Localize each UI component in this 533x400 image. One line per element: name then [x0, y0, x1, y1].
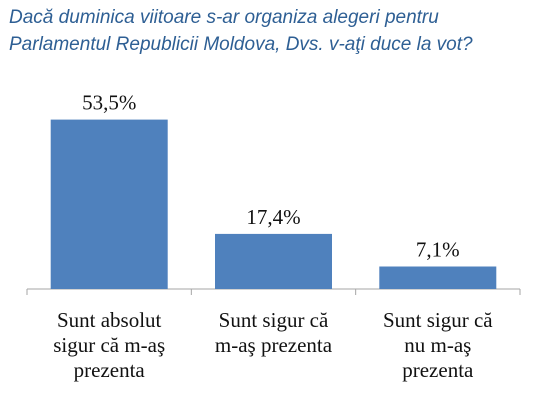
data-label: 7,1% [416, 238, 460, 262]
chart-title-line-1: Dacă duminica viitoare s-ar organiza ale… [9, 7, 439, 28]
x-tick-label-line: sigur că m-aş [53, 333, 165, 357]
x-tick-label-line: Sunt sigur că [219, 308, 329, 332]
data-label: 17,4% [246, 205, 300, 229]
data-label: 53,5% [82, 91, 136, 115]
x-tick-label-line: Sunt absolut [57, 308, 162, 332]
x-tick-label-line: prezenta [74, 358, 146, 382]
x-tick-label: Sunt absolut sigur că m-aş prezenta [53, 308, 165, 382]
chart-title-line-2: Parlamentul Republicii Moldova, Dvs. v-a… [9, 34, 473, 55]
x-tick-label: Sunt sigur că nu m-aş prezenta [383, 308, 493, 382]
x-tick-label: Sunt sigur că m-aş prezenta [215, 308, 333, 357]
x-tick-label-line: Sunt sigur că [383, 308, 493, 332]
chart-title: Dacă duminica viitoare s-ar organiza ale… [9, 4, 529, 58]
x-tick-label-line: m-aş prezenta [215, 333, 333, 357]
x-tick-label-line: nu m-aş [404, 333, 471, 357]
bar [50, 119, 168, 289]
x-tick-label-line: prezenta [402, 358, 474, 382]
bar [379, 266, 497, 289]
bar [215, 233, 332, 289]
